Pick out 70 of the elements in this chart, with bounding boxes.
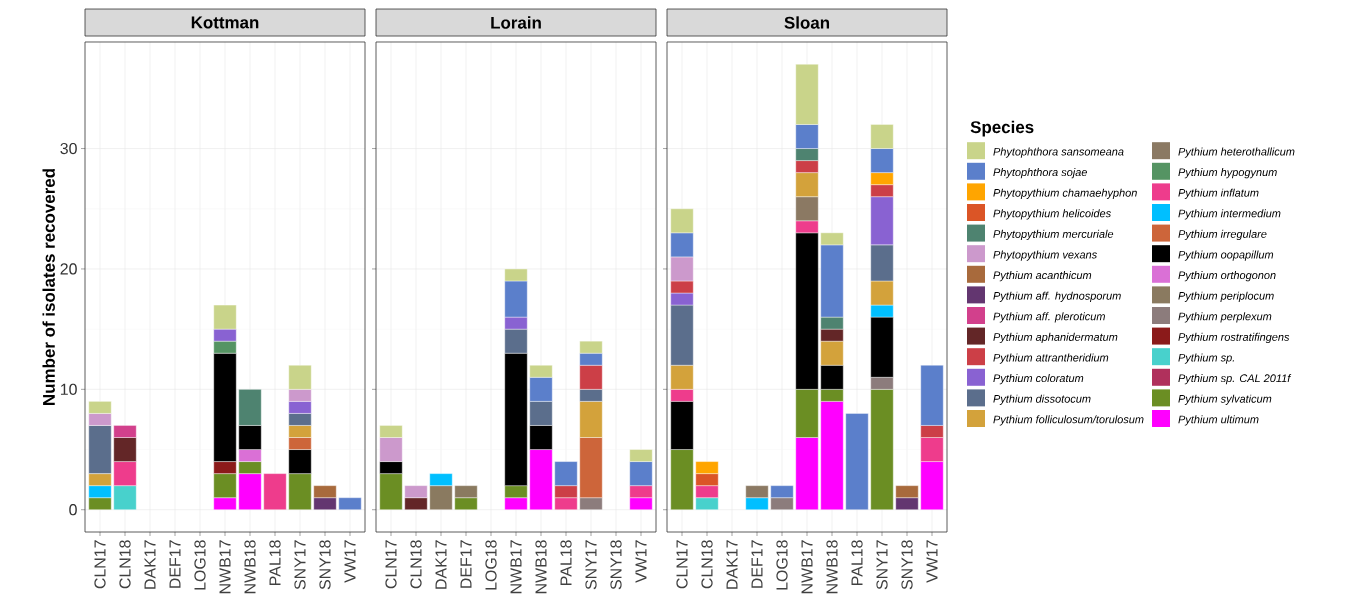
x-tick-label: PAL18 bbox=[851, 540, 863, 585]
legend-label: Pythium heterothallicum bbox=[1178, 147, 1295, 158]
legend-label: Pythium oopapillum bbox=[1178, 250, 1274, 261]
x-tick-label: NWB18 bbox=[244, 540, 256, 594]
legend-label: Pythium hypogynum bbox=[1178, 168, 1277, 179]
x-tick-label: CLN17 bbox=[385, 540, 397, 589]
x-tick-label: DEF17 bbox=[751, 540, 763, 588]
legend-label: Pythium acanthicum bbox=[993, 271, 1092, 282]
legend-label: Pythium periplocum bbox=[1178, 291, 1274, 302]
x-tick-label: SNY18 bbox=[610, 540, 622, 590]
legend-label: Pythium dissotocum bbox=[993, 394, 1091, 405]
legend-label: Pythium sp. bbox=[1178, 353, 1234, 364]
legend-label: Phytopythium mercuriale bbox=[993, 229, 1114, 241]
x-tick-label: DAK17 bbox=[144, 540, 156, 589]
legend-label: Pythium coloratum bbox=[993, 374, 1084, 385]
y-tick-label: 20 bbox=[60, 263, 77, 275]
legend-label: Pythium intermedium bbox=[1178, 209, 1281, 220]
x-tick-label: NWB17 bbox=[801, 540, 813, 594]
x-tick-label: SNY17 bbox=[585, 540, 597, 590]
legend-label: Pythium rostratifingens bbox=[1178, 332, 1290, 344]
legend-label: Pythium aff. hydnosporum bbox=[993, 291, 1121, 302]
legend-label: Pythium inflatum bbox=[1178, 188, 1259, 199]
y-tick-label: 30 bbox=[60, 142, 77, 155]
legend-label: Pythium sp. CAL 2011f bbox=[1178, 374, 1292, 385]
x-tick-label: SNY18 bbox=[319, 540, 331, 590]
x-tick-label: DEF17 bbox=[169, 540, 181, 588]
x-tick-label: DEF17 bbox=[460, 540, 472, 588]
x-tick-label: CLN18 bbox=[410, 540, 422, 589]
x-tick-label: LOG18 bbox=[194, 540, 206, 590]
legend-label: Pythium folliculosum/torulosum bbox=[993, 415, 1144, 426]
x-tick-label: SNY18 bbox=[901, 540, 913, 590]
x-tick-label: NWB17 bbox=[219, 540, 231, 594]
x-tick-label: SNY17 bbox=[294, 540, 306, 590]
x-tick-label: CLN17 bbox=[676, 540, 688, 589]
legend-label: Phytophthora sojae bbox=[993, 168, 1087, 179]
x-tick-label: LOG18 bbox=[776, 540, 788, 590]
legend-label: Pythium aff. pleroticum bbox=[993, 312, 1105, 323]
legend-label: Pythium irregulare bbox=[1178, 229, 1267, 241]
x-tick-label: CLN18 bbox=[701, 540, 713, 589]
x-tick-label: DAK17 bbox=[726, 540, 738, 589]
x-tick-label: CLN18 bbox=[119, 540, 131, 589]
x-tick-label: LOG18 bbox=[485, 540, 497, 590]
legend-label: Pythium ultimum bbox=[1178, 415, 1259, 426]
y-tick-label: 0 bbox=[69, 504, 77, 516]
legend-label: Phytopythium helicoides bbox=[993, 209, 1111, 220]
chart-title: Kottman bbox=[191, 16, 259, 29]
chart-title: Sloan bbox=[784, 16, 830, 29]
x-tick-label: NWB18 bbox=[535, 540, 547, 594]
x-tick-label: VW17 bbox=[635, 540, 647, 583]
x-tick-label: VW17 bbox=[926, 540, 938, 583]
legend-label: Phytopythium vexans bbox=[993, 250, 1097, 261]
chart-title: Lorain bbox=[491, 16, 541, 29]
legend-label: Pythium attrantheridium bbox=[993, 353, 1109, 364]
x-tick-label: SNY17 bbox=[876, 540, 888, 590]
x-tick-label: PAL18 bbox=[560, 540, 572, 585]
legend-title: Species bbox=[970, 120, 1034, 137]
legend-label: Pythium orthogonon bbox=[1178, 271, 1276, 282]
x-tick-label: PAL18 bbox=[269, 540, 281, 585]
legend-label: Phytopythium chamaehyphon bbox=[993, 188, 1137, 199]
x-tick-label: CLN17 bbox=[94, 540, 106, 589]
x-tick-label: DAK17 bbox=[435, 540, 447, 589]
x-tick-label: VW17 bbox=[344, 540, 356, 583]
legend-label: Pythium aphanidermatum bbox=[993, 332, 1118, 344]
x-tick-label: NWB18 bbox=[826, 540, 838, 594]
y-tick-label: 10 bbox=[60, 383, 77, 395]
legend-label: Pythium perplexum bbox=[1178, 312, 1272, 323]
legend-label: Pythium sylvaticum bbox=[1178, 394, 1272, 405]
x-tick-label: NWB17 bbox=[510, 540, 522, 594]
y-axis-title: Number of isolates recovered bbox=[42, 169, 55, 405]
legend-label: Phytophthora sansomeana bbox=[993, 147, 1124, 158]
